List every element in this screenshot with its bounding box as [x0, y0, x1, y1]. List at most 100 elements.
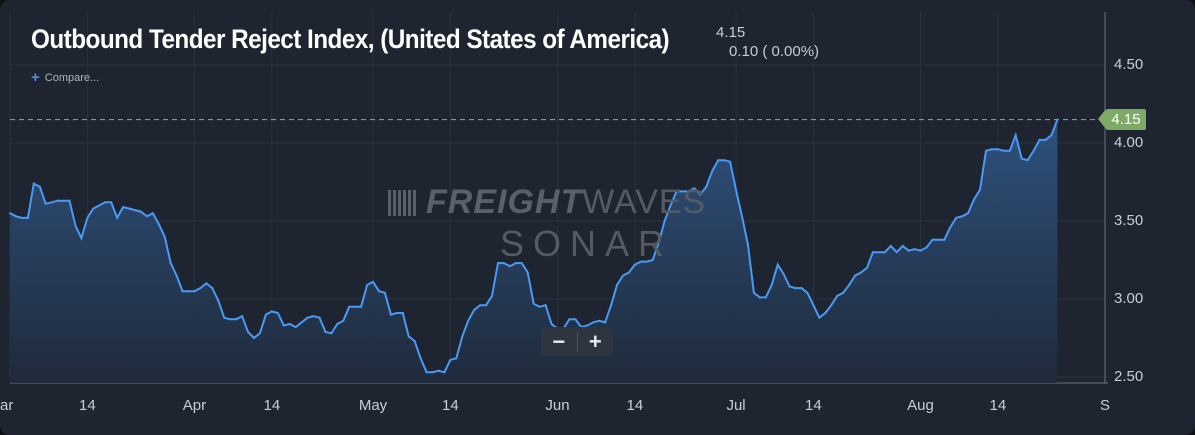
data-point — [223, 316, 226, 319]
data-point — [1056, 118, 1059, 121]
data-point — [651, 259, 654, 261]
data-point — [1002, 149, 1005, 152]
data-point — [15, 215, 17, 218]
data-point — [627, 271, 630, 274]
data-point — [360, 305, 363, 308]
data-point — [526, 271, 529, 274]
data-point — [467, 319, 470, 322]
data-point — [157, 223, 160, 226]
data-point — [550, 323, 553, 325]
data-point — [800, 287, 803, 290]
data-point — [407, 335, 410, 338]
watermark-brand-thin: WAVES — [582, 183, 707, 221]
x-tick-label: ar — [0, 397, 14, 414]
data-point — [639, 260, 642, 263]
data-point — [514, 262, 517, 265]
data-point — [181, 290, 184, 293]
x-tick-label: 14 — [263, 397, 281, 414]
data-point — [854, 274, 857, 277]
x-tick-label: 14 — [626, 397, 644, 414]
data-point — [217, 299, 220, 302]
data-point — [866, 266, 868, 269]
data-point — [925, 246, 928, 249]
data-point — [806, 291, 809, 294]
data-point — [276, 312, 279, 314]
data-point — [729, 160, 732, 163]
data-point — [312, 315, 315, 318]
data-point — [949, 226, 952, 229]
data-point — [253, 337, 255, 339]
data-point — [996, 148, 999, 151]
data-point — [818, 316, 821, 319]
data-point — [532, 302, 535, 305]
data-point — [776, 263, 779, 266]
data-point — [931, 238, 934, 241]
data-point — [508, 265, 511, 268]
data-point — [300, 321, 303, 324]
x-tick-label: 14 — [989, 397, 1007, 414]
zoom-in-button[interactable]: + — [588, 329, 602, 354]
data-point — [633, 263, 636, 266]
data-point — [675, 190, 678, 193]
data-point — [461, 335, 464, 338]
watermark-brand: FREIGHTWAVES — [388, 183, 706, 222]
data-point — [437, 369, 440, 372]
data-point — [497, 262, 499, 265]
data-point — [1050, 134, 1053, 137]
data-point — [919, 249, 922, 252]
data-point — [711, 170, 714, 173]
data-point — [288, 323, 291, 325]
data-point — [372, 280, 374, 283]
data-point — [116, 216, 119, 219]
watermark-brand-bold: FREIGHT — [426, 183, 583, 221]
data-point — [967, 212, 970, 215]
data-point — [871, 251, 874, 254]
data-point — [485, 304, 488, 307]
data-point — [282, 324, 285, 327]
data-point — [175, 274, 178, 277]
x-tick-label: May — [358, 397, 388, 414]
data-point — [128, 207, 130, 210]
data-point — [306, 316, 309, 319]
data-point — [235, 318, 238, 321]
data-point — [241, 315, 244, 318]
data-point — [937, 238, 940, 241]
data-point — [907, 249, 910, 252]
data-point — [110, 201, 113, 204]
data-point — [139, 210, 142, 213]
data-point — [669, 204, 672, 207]
compare-button[interactable]: + Compare... — [31, 69, 99, 86]
y-tick-label: 4.00 — [1114, 134, 1144, 151]
x-tick-label: Jun — [545, 397, 570, 414]
data-point — [270, 310, 273, 313]
data-point — [889, 245, 892, 247]
data-point — [895, 251, 898, 254]
plus-icon: + — [31, 69, 40, 86]
data-point — [9, 212, 11, 215]
last-value: 4.15 — [716, 24, 746, 41]
data-point — [985, 149, 987, 152]
x-tick-label: S — [1099, 397, 1111, 414]
zoom-out-button[interactable]: − — [552, 329, 566, 354]
data-point — [610, 304, 613, 307]
freightwaves-logo-icon — [388, 190, 418, 216]
data-point — [842, 291, 845, 294]
data-point — [92, 207, 95, 210]
data-point — [604, 321, 607, 324]
y-tick-label: 2.50 — [1114, 368, 1144, 385]
data-point — [258, 332, 261, 335]
data-point — [913, 248, 916, 251]
data-point — [877, 251, 880, 254]
data-point — [770, 284, 773, 286]
data-point — [413, 340, 416, 343]
change-value: 0.10 ( 0.00%) — [729, 43, 820, 60]
data-point — [134, 209, 136, 212]
data-point — [211, 287, 214, 290]
data-point — [145, 215, 148, 218]
data-point — [401, 312, 404, 314]
data-point — [1008, 149, 1011, 152]
data-point — [395, 312, 398, 314]
data-point — [383, 291, 386, 294]
data-point — [1032, 149, 1035, 152]
data-point — [544, 304, 547, 307]
